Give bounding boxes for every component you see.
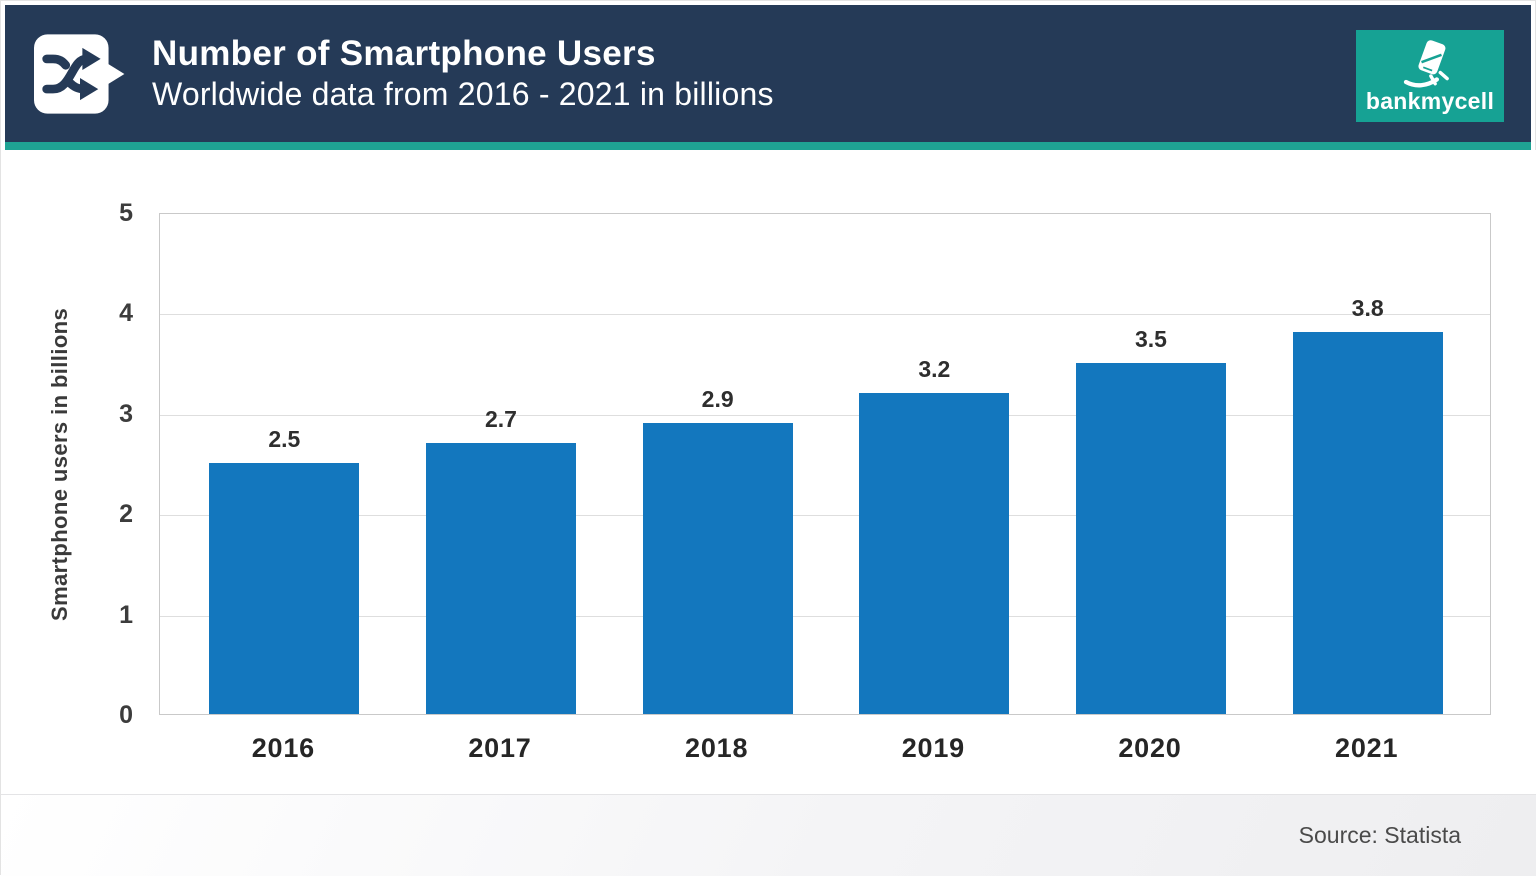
bar-value-label-2017: 2.7 — [484, 405, 517, 432]
y-tick-label-5: 5 — [119, 199, 133, 227]
bar-2019 — [859, 392, 1010, 714]
bar-2017 — [426, 442, 576, 714]
bar-value-label-2021: 3.8 — [1351, 295, 1384, 322]
bar-value-label-2018: 2.9 — [701, 385, 734, 412]
bar-value-label-2019: 3.2 — [918, 355, 951, 382]
shuffle-arrows-icon — [34, 33, 125, 114]
bar-chart: Smartphone users in billions 2.5 2.7 2.9 3.… — [1, 150, 1536, 794]
x-tick-label-2018: 2018 — [685, 733, 749, 763]
bar-2021 — [1292, 332, 1443, 714]
header: Number of Smartphone Users Worldwide dat… — [5, 5, 1531, 142]
bar-value-label-2016: 2.5 — [268, 426, 301, 452]
header-text: Number of Smartphone Users Worldwide dat… — [152, 33, 774, 114]
page-title: Number of Smartphone Users — [152, 33, 656, 73]
y-tick-label-4: 4 — [119, 299, 133, 328]
source-label: Source: Statista — [1298, 822, 1461, 848]
y-tick-label-3: 3 — [119, 399, 133, 428]
logo-wordmark: bankmycell — [1365, 87, 1495, 114]
x-tick-label-2016: 2016 — [251, 733, 315, 763]
x-tick-label-2020: 2020 — [1118, 733, 1182, 763]
y-tick-label-0: 0 — [119, 701, 133, 729]
x-tick-label-2019: 2019 — [901, 733, 965, 763]
gridline-4 — [160, 314, 1490, 316]
footer: Source: Statista — [1, 794, 1536, 876]
bar-2020 — [1076, 362, 1226, 714]
bar-2018 — [642, 422, 793, 714]
x-tick-label-2021: 2021 — [1335, 733, 1399, 763]
running-phone-icon — [1403, 39, 1449, 87]
bankmycell-logo: bankmycell — [1356, 30, 1504, 122]
gridline-2 — [160, 515, 1490, 517]
bar-value-label-2020: 3.5 — [1134, 325, 1167, 352]
teal-accent-divider — [5, 142, 1531, 150]
gridline-3 — [160, 414, 1490, 416]
y-tick-label-2: 2 — [119, 500, 133, 529]
plot-area: 2.5 2.7 2.9 3.2 3.5 3.8 — [159, 213, 1491, 715]
bar-2016 — [209, 463, 360, 714]
x-tick-label-2017: 2017 — [468, 733, 532, 763]
page-subtitle: Worldwide data from 2016 - 2021 in billi… — [152, 76, 774, 113]
y-tick-label-1: 1 — [119, 600, 133, 629]
gridline-1 — [160, 615, 1490, 617]
y-axis-label: Smartphone users in billions — [47, 307, 72, 621]
